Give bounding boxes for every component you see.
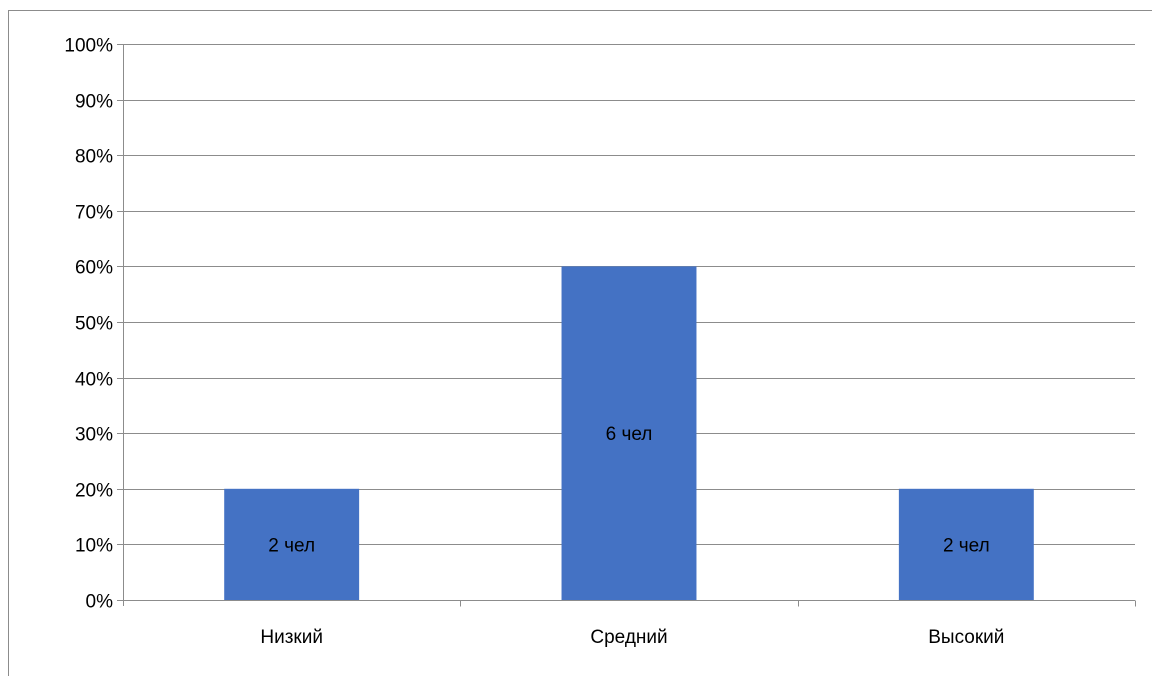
y-tick-label: 60% — [75, 258, 113, 279]
axes — [117, 44, 1136, 607]
y-tick-label: 30% — [75, 425, 113, 446]
x-tick-label: Средний — [590, 627, 667, 648]
y-tick-label: 10% — [75, 536, 113, 557]
y-tick-labels: 0% 10% 20% 30% 40% 50% 60% 70% 80% 90% 100% — [64, 36, 113, 613]
y-tick-label: 50% — [75, 314, 113, 335]
y-tick-label: 100% — [64, 36, 113, 57]
bar — [561, 266, 697, 600]
y-tick-label: 70% — [75, 203, 113, 224]
bar — [898, 488, 1034, 600]
bar-chart: 0% 10% 20% 30% 40% 50% 60% 70% 80% 90% 100% Низкий… — [64, 36, 1136, 648]
x-tick-label: Высокий — [928, 627, 1004, 648]
y-tick-label: 20% — [75, 481, 113, 502]
chart-frame: 0% 10% 20% 30% 40% 50% 60% 70% 80% 90% 100% Низкий… — [8, 10, 1152, 676]
x-tick-label: Низкий — [260, 627, 323, 648]
y-tick-label: 80% — [75, 147, 113, 168]
data-label: 2 чел — [268, 535, 315, 556]
data-label: 6 чел — [606, 424, 653, 445]
bar — [224, 488, 360, 600]
x-tick-labels: Низкий Средний Высокий — [260, 627, 1004, 648]
y-tick-label: 90% — [75, 92, 113, 113]
bars — [224, 266, 1034, 600]
y-tick-label: 0% — [86, 592, 114, 613]
y-tick-label: 40% — [75, 370, 113, 391]
data-label: 2 чел — [943, 535, 990, 556]
data-labels: 2 чел 6 чел 2 чел — [268, 424, 989, 556]
